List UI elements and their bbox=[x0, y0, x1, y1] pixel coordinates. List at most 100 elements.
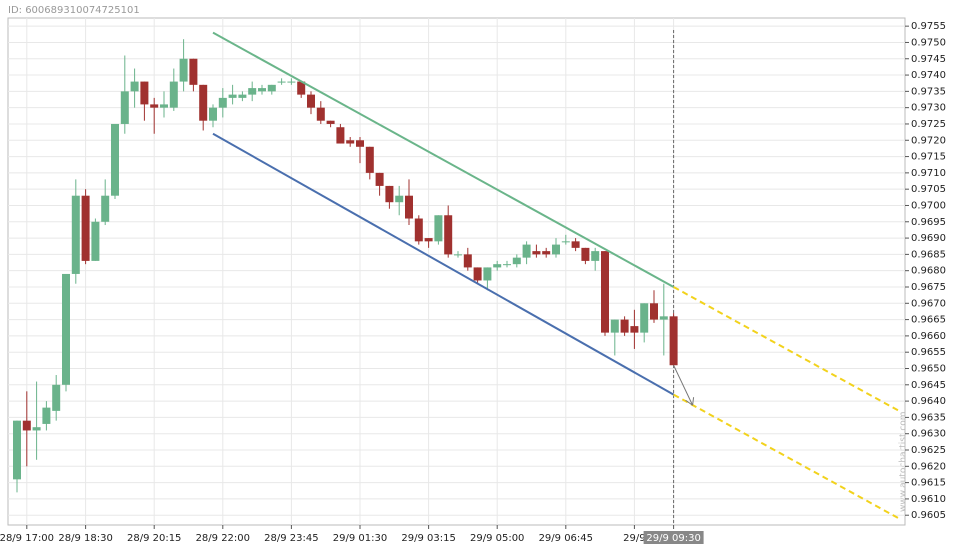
candle-body bbox=[218, 97, 227, 108]
y-tick-label: 0.9725 bbox=[911, 119, 946, 130]
channel-line bbox=[212, 132, 675, 396]
channel-line bbox=[212, 31, 675, 288]
candle-body bbox=[199, 84, 208, 121]
candle-body bbox=[238, 94, 247, 98]
y-tick-label: 0.9750 bbox=[911, 37, 946, 48]
forecast-arrow-head bbox=[685, 397, 695, 406]
candle-body bbox=[581, 247, 590, 261]
x-tick-label: 28/9 20:15 bbox=[127, 533, 181, 544]
x-tick-label: 28/9 23:45 bbox=[264, 533, 318, 544]
candle-body bbox=[473, 267, 482, 281]
candle-body bbox=[571, 241, 580, 248]
candle-body bbox=[395, 195, 404, 203]
y-tick-label: 0.9610 bbox=[911, 494, 946, 505]
candle-body bbox=[101, 195, 110, 222]
candle-body bbox=[444, 215, 453, 255]
y-tick-label: 0.9755 bbox=[911, 21, 946, 32]
candle-body bbox=[601, 251, 609, 333]
y-tick-label: 0.9735 bbox=[911, 86, 946, 97]
y-tick-label: 0.9740 bbox=[911, 70, 946, 81]
candle-body bbox=[542, 251, 551, 255]
candle-body bbox=[277, 81, 286, 83]
candle-body bbox=[522, 244, 531, 258]
plot-frame bbox=[7, 17, 906, 526]
candle-body bbox=[483, 267, 492, 281]
candle-body bbox=[316, 107, 325, 121]
candle-body bbox=[209, 107, 217, 121]
x-tick-label: 29/9 06:45 bbox=[539, 533, 593, 544]
candle-body bbox=[248, 88, 257, 95]
candle-body bbox=[81, 195, 90, 261]
candle-body bbox=[32, 427, 41, 431]
y-tick-label: 0.9630 bbox=[911, 429, 946, 440]
y-tick-label: 0.9620 bbox=[911, 461, 946, 472]
candle-body bbox=[42, 407, 51, 424]
candle-body bbox=[189, 58, 198, 85]
candle-body bbox=[552, 244, 560, 255]
y-tick-label: 0.9695 bbox=[911, 217, 946, 228]
candle-body bbox=[52, 384, 61, 411]
x-highlight bbox=[643, 531, 704, 544]
y-tick-label: 0.9640 bbox=[911, 396, 946, 407]
candle-body bbox=[140, 81, 149, 105]
y-tick-label: 0.9730 bbox=[911, 103, 946, 114]
candle-body bbox=[169, 81, 178, 108]
candle-body bbox=[287, 81, 296, 83]
y-tick-label: 0.9645 bbox=[911, 380, 946, 391]
y-tick-label: 0.9705 bbox=[911, 184, 946, 195]
y-tick-label: 0.9615 bbox=[911, 478, 946, 489]
candle-body bbox=[659, 316, 668, 320]
candle-body bbox=[620, 319, 629, 333]
y-tick-label: 0.9665 bbox=[911, 315, 946, 326]
candle-body bbox=[669, 316, 678, 366]
candle-body bbox=[591, 251, 600, 261]
channel-line bbox=[673, 286, 900, 412]
candle-body bbox=[610, 319, 619, 333]
y-tick-label: 0.9660 bbox=[911, 331, 946, 342]
x-tick-label: 28/9 17:00 bbox=[0, 533, 54, 544]
candle-body bbox=[405, 195, 413, 219]
candle-body bbox=[22, 420, 31, 431]
y-tick-label: 0.9745 bbox=[911, 54, 946, 65]
candle-body bbox=[385, 185, 394, 203]
candle-body bbox=[532, 251, 541, 255]
y-tick-label: 0.9685 bbox=[911, 249, 946, 260]
candle-body bbox=[630, 326, 639, 333]
forecast-arrow bbox=[673, 365, 694, 406]
candle-body bbox=[179, 58, 188, 82]
candle-body bbox=[454, 254, 462, 256]
y-tick-label: 0.9680 bbox=[911, 266, 946, 277]
candle-body bbox=[414, 218, 423, 242]
candle-body bbox=[267, 84, 276, 92]
chart-id: ID: 600689310074725101 bbox=[8, 5, 140, 16]
y-tick-label: 0.9625 bbox=[911, 445, 946, 456]
candle-body bbox=[356, 140, 364, 147]
y-tick-label: 0.9655 bbox=[911, 347, 946, 358]
candle-body bbox=[160, 104, 168, 108]
candle-body bbox=[346, 140, 355, 144]
x-tick-label: 29/9 bbox=[623, 533, 645, 544]
candle-body bbox=[111, 123, 119, 196]
x-tick-label: 29/9 01:30 bbox=[333, 533, 387, 544]
candle-body bbox=[503, 264, 511, 266]
candle-body bbox=[326, 120, 335, 124]
x-tick-label: 29/9 09:30 bbox=[646, 533, 700, 544]
candle-body bbox=[307, 94, 315, 108]
candle-body bbox=[71, 195, 80, 274]
candle-body bbox=[336, 127, 345, 144]
candle-body bbox=[130, 81, 139, 92]
y-tick-label: 0.9715 bbox=[911, 152, 946, 163]
candle-body bbox=[640, 303, 649, 333]
candle-body bbox=[650, 303, 658, 320]
candle-body bbox=[424, 238, 433, 242]
candle-body bbox=[365, 146, 374, 173]
candle-body bbox=[228, 94, 237, 98]
candle-body bbox=[150, 104, 159, 108]
watermark: www.autochartist.com bbox=[899, 411, 909, 512]
candle-body bbox=[463, 254, 472, 268]
x-tick-label: 28/9 18:30 bbox=[58, 533, 112, 544]
y-tick-label: 0.9700 bbox=[911, 200, 946, 211]
y-tick-label: 0.9710 bbox=[911, 168, 946, 179]
x-tick-label: 29/9 03:15 bbox=[401, 533, 455, 544]
